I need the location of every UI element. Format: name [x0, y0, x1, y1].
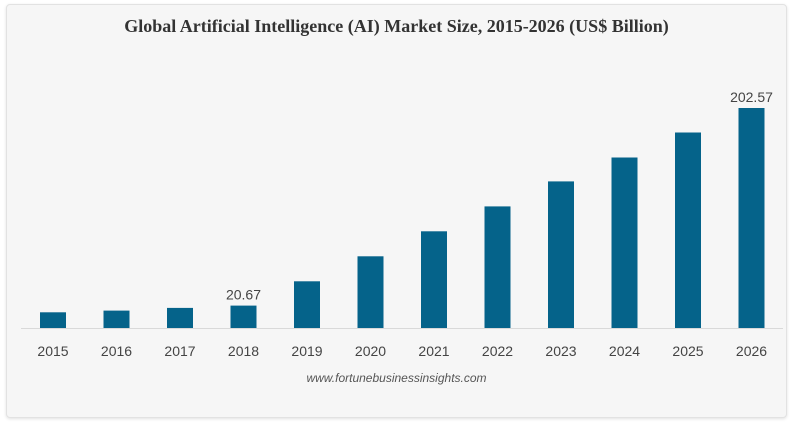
chart-card	[6, 4, 787, 418]
bar-2026	[738, 108, 765, 328]
x-tick-label-2016: 2016	[101, 343, 132, 359]
bar-2017	[167, 307, 193, 328]
bar-2022	[484, 206, 511, 328]
bar-2015	[40, 312, 66, 328]
chart-title: Global Artificial Intelligence (AI) Mark…	[124, 16, 669, 36]
x-tick-label-2019: 2019	[291, 343, 322, 359]
data-label-2026: 202.57	[730, 89, 773, 105]
bar-2021	[421, 231, 447, 328]
bar-2020	[357, 256, 384, 328]
x-tick-label-2015: 2015	[37, 343, 68, 359]
x-tick-label-2023: 2023	[545, 343, 576, 359]
x-tick-label-2021: 2021	[418, 343, 449, 359]
source-credit: www.fortunebusinessinsights.com	[306, 371, 487, 385]
bar-2018	[230, 305, 257, 328]
bar-2025	[675, 132, 701, 328]
x-tick-label-2025: 2025	[672, 343, 703, 359]
bar-2024	[611, 157, 638, 328]
bar-2023	[548, 181, 574, 328]
x-tick-label-2026: 2026	[736, 343, 767, 359]
x-tick-label-2024: 2024	[609, 343, 640, 359]
x-tick-label-2017: 2017	[164, 343, 195, 359]
data-label-2018: 20.67	[226, 287, 261, 303]
bar-2019	[294, 281, 320, 328]
x-tick-label-2022: 2022	[482, 343, 513, 359]
x-tick-label-2018: 2018	[228, 343, 259, 359]
x-tick-label-2020: 2020	[355, 343, 386, 359]
bar-2016	[103, 310, 130, 328]
